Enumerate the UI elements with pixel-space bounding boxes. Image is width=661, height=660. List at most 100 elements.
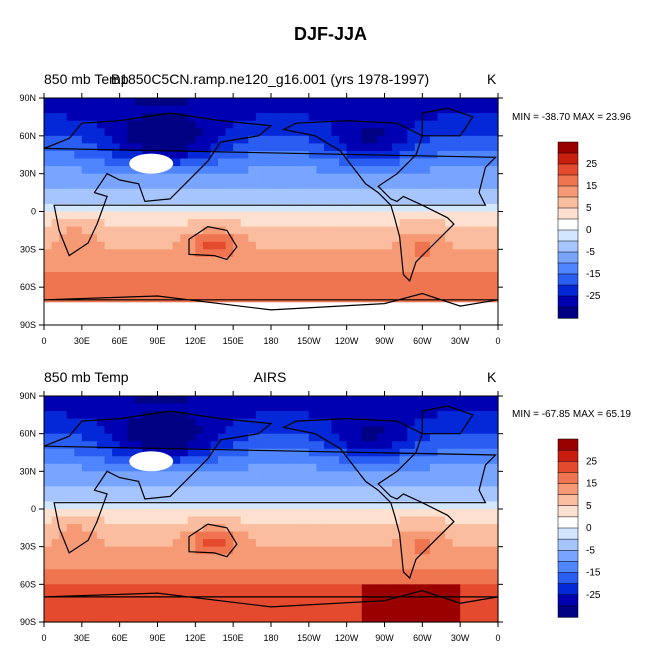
map-cell: [482, 599, 492, 608]
map-cell: [66, 441, 75, 450]
lon-tick-label: 60W: [413, 633, 432, 643]
map-cell: [59, 150, 68, 160]
map-cell: [361, 317, 370, 326]
map-cell: [323, 614, 333, 623]
map-cell: [301, 561, 310, 570]
map-cell: [74, 203, 83, 213]
map-cell: [414, 516, 423, 525]
map-cell: [437, 166, 446, 175]
map-cell: [293, 509, 302, 518]
map-cell: [490, 279, 499, 288]
map-cell: [482, 493, 492, 503]
map-cell: [460, 143, 469, 152]
map-cell: [286, 166, 295, 175]
coastline-greenland: [421, 107, 474, 137]
map-cell: [74, 143, 83, 152]
map-cell: [165, 150, 174, 160]
map-cell: [66, 486, 75, 495]
map-cell: [361, 249, 370, 258]
map-cell: [429, 279, 439, 288]
map-cell: [96, 478, 106, 487]
map-cell: [119, 418, 128, 427]
map-cell: [172, 599, 181, 608]
map-cell: [127, 113, 136, 122]
map-cell: [354, 105, 363, 114]
map-cell: [482, 272, 492, 281]
map-cell: [165, 120, 174, 129]
map-cell: [263, 569, 272, 578]
map-cell: [331, 403, 340, 412]
map-cell: [452, 584, 461, 593]
map-cell: [414, 309, 423, 319]
map-cell: [346, 166, 355, 175]
map-cell: [81, 396, 90, 405]
map-cell: [172, 196, 181, 205]
map-cell: [271, 135, 280, 144]
map-cell: [301, 403, 310, 412]
map-cell: [308, 441, 317, 450]
map-cell: [255, 584, 265, 593]
map-cell: [51, 501, 60, 510]
map-cell: [354, 524, 363, 533]
map-cell: [323, 516, 333, 525]
map-cell: [96, 584, 106, 593]
map-cell: [271, 166, 280, 175]
map-cell: [323, 309, 333, 319]
map-cell: [361, 516, 370, 525]
map-cell: [96, 516, 106, 525]
map-cell: [286, 418, 295, 427]
map-cell: [361, 531, 370, 540]
map-cell: [452, 181, 461, 190]
map-cell: [414, 539, 423, 548]
map-cell: [202, 441, 212, 450]
map-cell: [248, 241, 257, 250]
map-cell: [165, 478, 174, 487]
map-cell: [475, 396, 484, 405]
map-cell: [278, 211, 287, 220]
map-cell: [180, 471, 189, 480]
map-cell: [316, 173, 325, 182]
map-cell: [369, 264, 378, 273]
lon-tick-label: 150W: [297, 336, 321, 345]
map-cell: [51, 524, 60, 533]
map-cell: [361, 456, 370, 465]
map-cell: [96, 396, 106, 405]
map-cell: [240, 463, 249, 472]
map-cell: [376, 456, 386, 465]
map-cell: [399, 509, 408, 518]
map-cell: [89, 456, 98, 465]
map-cell: [286, 302, 295, 311]
map-cell: [96, 554, 106, 563]
map-cell: [180, 561, 189, 570]
map-cell: [248, 478, 257, 487]
map-cell: [399, 256, 408, 266]
map-cell: [293, 561, 302, 570]
map-cell: [127, 211, 136, 220]
colorbar-label: -5: [586, 545, 595, 556]
map-cell: [142, 486, 151, 495]
map-cell: [51, 606, 60, 616]
map-cell: [452, 403, 461, 412]
panel-model: 850 mb Temp B1850C5CN.ramp.ne120_g16.001…: [19, 71, 630, 345]
map-cell: [293, 309, 302, 319]
map-cell: [437, 606, 446, 616]
map-cell: [180, 256, 189, 266]
map-cell: [407, 411, 416, 420]
map-cell: [240, 448, 249, 457]
map-cell: [286, 591, 295, 600]
map-cell: [44, 591, 53, 600]
lon-tick-label: 120W: [335, 336, 359, 345]
map-cell: [384, 599, 393, 608]
map-cell: [414, 614, 423, 623]
map-cell: [187, 287, 196, 296]
map-cell: [354, 539, 363, 548]
map-cell: [429, 501, 439, 510]
map-cell: [422, 396, 431, 405]
map-cell: [323, 411, 333, 420]
map-cell: [157, 98, 166, 107]
lon-tick-label: 60E: [112, 633, 128, 643]
map-cell: [467, 105, 476, 114]
map-cell: [248, 120, 257, 129]
map-cell: [96, 591, 106, 600]
